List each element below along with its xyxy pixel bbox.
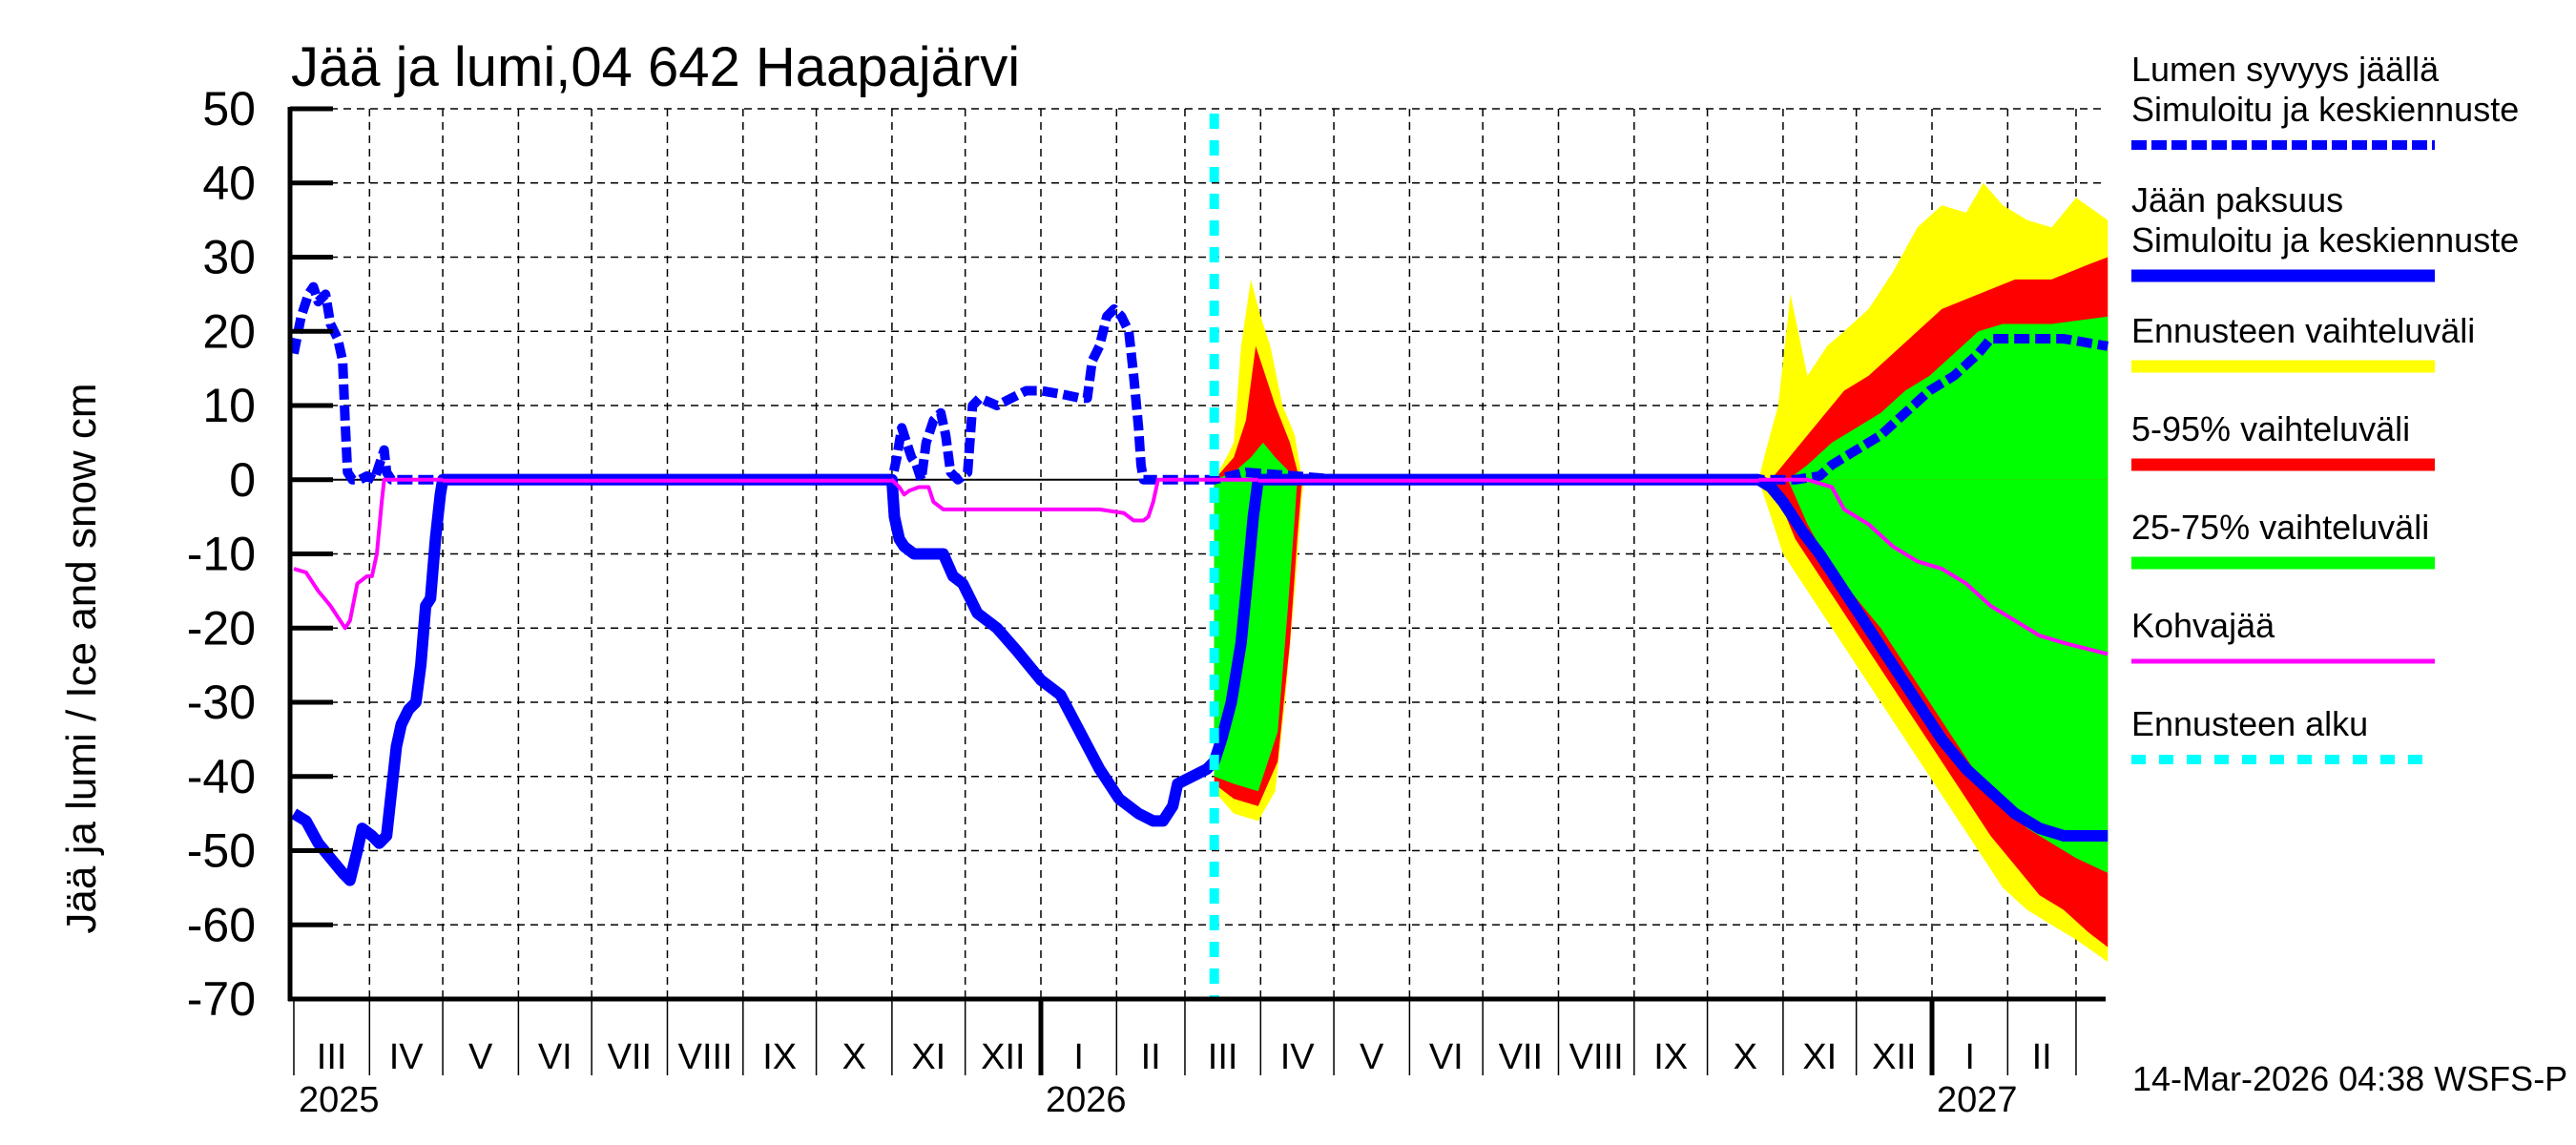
y-tick-label: -50: [187, 824, 256, 878]
year-label: 2027: [1937, 1080, 2018, 1120]
month-label: XI: [911, 1037, 945, 1077]
legend-item: Ennusteen alku: [2131, 704, 2435, 764]
month-label: V: [468, 1037, 493, 1077]
month-label: III: [1208, 1037, 1238, 1077]
timestamp: 14-Mar-2026 04:38 WSFS-P: [2132, 1059, 2567, 1098]
band-lower: [1788, 479, 2109, 873]
legend-item: Ennusteen vaihteluväli: [2131, 311, 2475, 373]
legend-label: Ennusteen alku: [2131, 704, 2368, 743]
month-label: VI: [538, 1037, 572, 1077]
legend-label: Lumen syvyys jäällä: [2131, 50, 2440, 89]
y-tick-label: 30: [202, 231, 256, 284]
y-tick-label: -60: [187, 898, 256, 951]
legend-label: 25-75% vaihteluväli: [2131, 508, 2429, 547]
kohvajaa-line: [293, 477, 2109, 656]
month-label: VII: [1499, 1037, 1543, 1077]
month-label: II: [1141, 1037, 1161, 1077]
month-label: XI: [1802, 1037, 1837, 1077]
y-tick-label: -40: [187, 750, 256, 803]
legend-item: 5-95% vaihteluväli: [2131, 409, 2435, 471]
month-label: XII: [981, 1037, 1025, 1077]
y-axis-label: Jää ja lumi / Ice and snow cm: [58, 383, 105, 933]
legend-label: Kohvajää: [2131, 606, 2275, 645]
month-label: I: [1073, 1037, 1084, 1077]
month-label: X: [842, 1037, 866, 1077]
month-label: III: [317, 1037, 347, 1077]
month-label: I: [1964, 1037, 1975, 1077]
y-tick-label: -70: [187, 972, 256, 1026]
snow-depth-line: [289, 281, 2109, 485]
month-label: II: [2032, 1037, 2052, 1077]
band-upper: [1214, 345, 1300, 480]
y-tick-label: 50: [202, 82, 256, 135]
y-tick-label: 20: [202, 304, 256, 358]
month-label: IX: [1653, 1037, 1688, 1077]
x-tick-labels: III IV V VI VII VIII IX X XI XII I II III IV V VI VII VII…: [299, 1037, 2052, 1120]
y-tick-label: 40: [202, 156, 256, 210]
band-lower: [1214, 479, 1298, 792]
month-label: VI: [1429, 1037, 1464, 1077]
y-tick-label: 0: [229, 453, 256, 507]
month-label: X: [1734, 1037, 1757, 1077]
y-tick-label: -10: [187, 528, 256, 581]
legend-label: Jään paksuus: [2131, 180, 2343, 219]
y-tick-label: 10: [202, 379, 256, 432]
month-label: V: [1360, 1037, 1384, 1077]
month-label: XII: [1872, 1037, 1916, 1077]
month-label: VIII: [1569, 1037, 1624, 1077]
y-tick-labels: 50 40 30 20 10 0 -10 -20 -30 -40 -50 -60 -70: [187, 82, 256, 1026]
month-label: IV: [1280, 1037, 1316, 1077]
legend-label: Ennusteen vaihteluväli: [2131, 311, 2475, 350]
chart-title: Jää ja lumi,04 642 Haapajärvi: [291, 36, 1020, 98]
legend-label: 5-95% vaihteluväli: [2131, 409, 2410, 448]
ice-thickness-line: [290, 473, 2109, 886]
legend-item: Kohvajää: [2131, 606, 2435, 664]
legend-sublabel: Simuloitu ja keskiennuste: [2131, 220, 2519, 260]
month-label: IX: [762, 1037, 797, 1077]
forecast-bands: [1214, 182, 2109, 963]
year-label: 2025: [299, 1080, 380, 1120]
month-label: IV: [389, 1037, 425, 1077]
axes: [287, 106, 2106, 1075]
month-label: VIII: [678, 1037, 733, 1077]
data-series: [289, 114, 2109, 999]
y-tick-label: -30: [187, 676, 256, 729]
month-label: VII: [608, 1037, 652, 1077]
year-label: 2026: [1046, 1080, 1127, 1120]
legend-sublabel: Simuloitu ja keskiennuste: [2131, 90, 2519, 129]
legend-item: 25-75% vaihteluväli: [2131, 508, 2435, 570]
y-tick-label: -20: [187, 601, 256, 655]
